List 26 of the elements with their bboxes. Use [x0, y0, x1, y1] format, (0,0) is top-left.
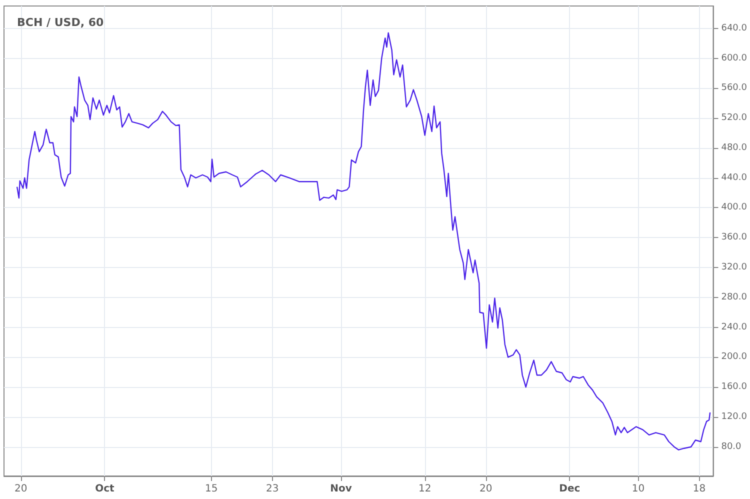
x-tick-label: Oct — [95, 484, 115, 494]
x-tick-label: 18 — [692, 484, 706, 494]
x-tick-label: 15 — [205, 484, 218, 494]
x-tick-label: 20 — [14, 484, 28, 494]
text: BCH / USD, 60 — [17, 16, 104, 29]
y-tick-label: 80.0 — [721, 442, 742, 452]
y-tick-label: 400.0 — [721, 202, 748, 213]
y-tick-label: 120.0 — [721, 412, 748, 422]
y-tick-label: 160.0 — [721, 382, 748, 392]
x-tick-label: 10 — [632, 484, 645, 494]
y-tick-label: 600.0 — [721, 53, 748, 64]
x-tick-label: 12 — [418, 484, 432, 494]
y-tick-label: 360.0 — [721, 232, 748, 243]
y-tick-label: 640.0 — [721, 23, 748, 34]
y-tick-label: 280.0 — [721, 292, 748, 302]
y-tick-label: 480.0 — [721, 142, 748, 153]
y-tick-label: 200.0 — [721, 352, 748, 362]
x-tick-label: Dec — [559, 484, 580, 494]
y-tick-label: 240.0 — [721, 322, 748, 332]
x-tick-label: Nov — [330, 484, 352, 494]
y-tick-label: 320.0 — [721, 262, 748, 273]
y-tick-label: 560.0 — [721, 83, 748, 94]
y-tick-label: 440.0 — [721, 172, 748, 183]
x-tick-label: 20 — [479, 484, 492, 494]
y-tick-label: 520.0 — [721, 113, 748, 124]
x-tick-label: 23 — [266, 484, 279, 494]
